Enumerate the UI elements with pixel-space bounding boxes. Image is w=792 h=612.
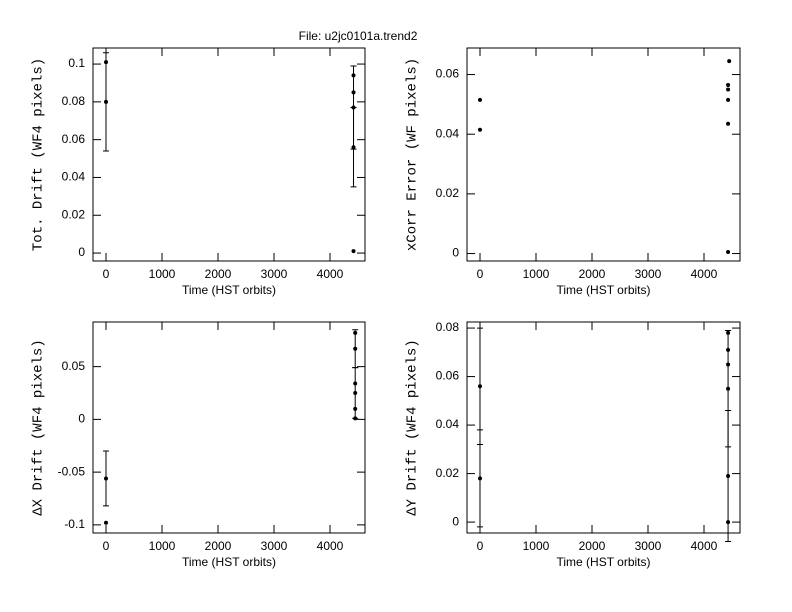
x-tick-label: 3000: [261, 539, 288, 553]
y-tick-label: 0.06: [436, 67, 460, 81]
y-tick-label: 0.04: [62, 170, 86, 184]
y-tick-label: 0: [452, 246, 459, 260]
data-point: [726, 520, 731, 525]
x-tick-label: 2000: [579, 267, 606, 281]
x-axis-label: Time (HST orbits): [182, 283, 276, 297]
x-tick-label: 4000: [317, 267, 344, 281]
x-tick-label: 0: [103, 539, 110, 553]
y-tick-label: 0: [78, 245, 85, 259]
y-tick-label: 0: [78, 412, 85, 426]
x-axis-label: Time (HST orbits): [556, 555, 650, 569]
x-axis-label: Time (HST orbits): [556, 283, 650, 297]
data-point: [726, 82, 731, 87]
x-tick-label: 4000: [691, 267, 718, 281]
x-tick-label: 4000: [691, 539, 718, 553]
plot-frame: [466, 321, 741, 534]
y-tick-label: 0.04: [436, 126, 460, 140]
data-point: [353, 391, 358, 396]
y-axis-label: ΔY Drift (WF4 pixels): [405, 339, 421, 515]
x-tick-label: 0: [103, 267, 110, 281]
y-tick-label: 0.05: [62, 359, 86, 373]
plot-frame: [92, 47, 366, 262]
data-point: [726, 87, 731, 92]
y-tick-label: 0.06: [62, 132, 86, 146]
data-point: [726, 250, 731, 255]
x-tick-label: 0: [477, 539, 484, 553]
data-point: [726, 386, 731, 391]
x-tick-label: 4000: [317, 539, 344, 553]
data-point: [353, 416, 358, 421]
page-title: File: u2jc0101a.trend2: [299, 29, 418, 43]
x-tick-label: 2000: [205, 267, 232, 281]
y-tick-label: 0.04: [436, 417, 460, 431]
data-point: [353, 346, 358, 351]
y-tick-label: -0.1: [64, 517, 85, 531]
x-tick-label: 1000: [523, 539, 550, 553]
data-point: [477, 476, 482, 481]
data-point: [103, 520, 108, 525]
y-tick-label: 0.08: [62, 94, 86, 108]
y-axis-label: xCorr Error (WF pixels): [405, 58, 421, 251]
y-tick-label: 0.06: [436, 369, 460, 383]
x-tick-label: 0: [477, 267, 484, 281]
data-point: [353, 406, 358, 411]
plot-frame: [92, 321, 366, 534]
y-tick-label: -0.05: [58, 464, 86, 478]
x-tick-label: 3000: [635, 267, 662, 281]
x-axis-label: Time (HST orbits): [182, 555, 276, 569]
data-point: [103, 99, 108, 104]
data-point: [726, 474, 731, 479]
data-point: [351, 145, 356, 150]
data-point: [351, 249, 356, 254]
data-point: [477, 97, 482, 102]
x-tick-label: 3000: [261, 267, 288, 281]
y-tick-label: 0.02: [436, 186, 460, 200]
data-point: [103, 476, 108, 481]
y-tick-label: 0.02: [436, 466, 460, 480]
plot-frame: [466, 47, 741, 262]
x-tick-label: 1000: [523, 267, 550, 281]
x-tick-label: 1000: [149, 267, 176, 281]
y-tick-label: 0: [452, 514, 459, 528]
data-point: [727, 59, 732, 64]
y-axis-label: ΔX Drift (WF4 pixels): [31, 339, 47, 515]
x-tick-label: 1000: [149, 539, 176, 553]
data-point: [726, 121, 731, 126]
y-tick-label: 0.02: [62, 207, 86, 221]
y-tick-label: 0.08: [436, 320, 460, 334]
x-tick-label: 3000: [635, 539, 662, 553]
data-point: [477, 384, 482, 389]
x-tick-label: 2000: [579, 539, 606, 553]
data-point: [726, 97, 731, 102]
y-axis-label: Tot. Drift (WF4 pixels): [31, 58, 47, 251]
data-point: [477, 127, 482, 132]
x-tick-label: 2000: [205, 539, 232, 553]
y-tick-label: 0.1: [68, 56, 85, 70]
